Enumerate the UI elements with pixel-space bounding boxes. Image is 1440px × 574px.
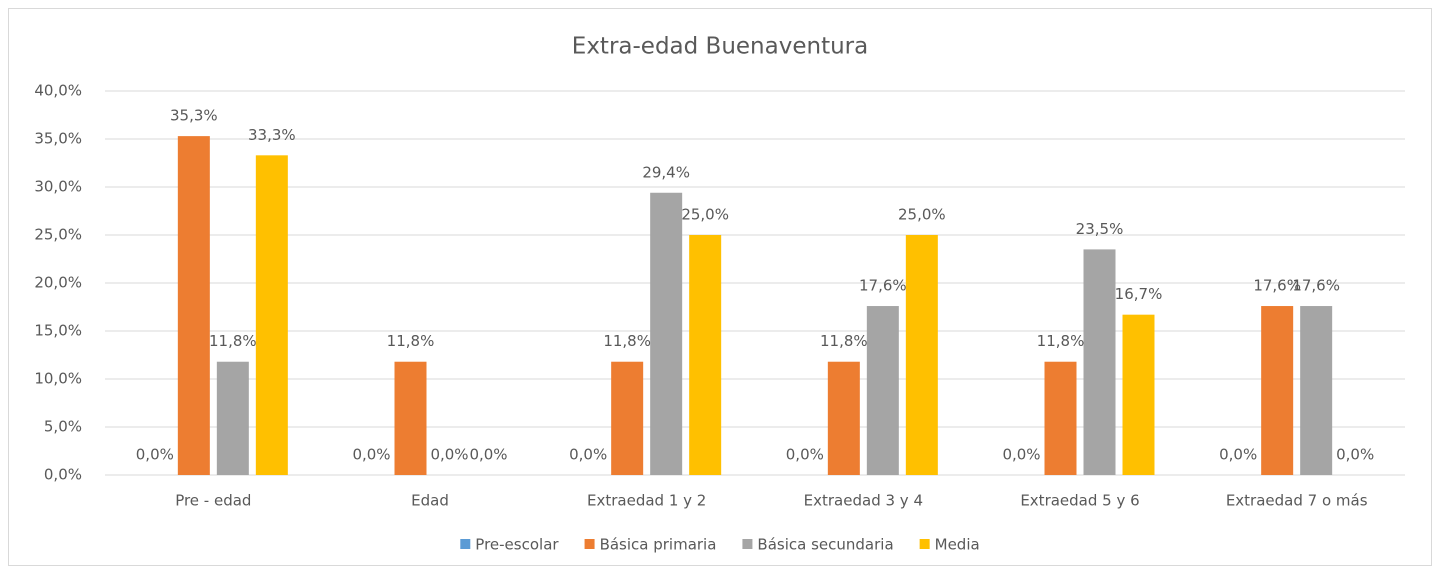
data-label: 25,0% bbox=[898, 206, 946, 224]
bar bbox=[611, 361, 644, 475]
bar bbox=[394, 361, 427, 475]
data-label: 11,8% bbox=[1037, 332, 1085, 350]
x-tick-label: Extraedad 7 o más bbox=[1226, 492, 1368, 510]
legend-swatch bbox=[584, 539, 595, 549]
bar bbox=[1083, 249, 1116, 475]
data-label: 0,0% bbox=[430, 446, 468, 464]
legend-swatch bbox=[742, 539, 753, 549]
y-tick-label: 35,0% bbox=[34, 130, 82, 148]
data-label: 0,0% bbox=[136, 446, 174, 464]
bar bbox=[650, 192, 683, 475]
y-tick-label: 5,0% bbox=[44, 418, 82, 436]
bar bbox=[177, 136, 210, 475]
data-label: 17,6% bbox=[1253, 277, 1301, 295]
legend-label: Pre-escolar bbox=[475, 536, 559, 554]
bar bbox=[866, 306, 899, 475]
data-label: 33,3% bbox=[248, 126, 296, 144]
x-tick-label: Pre - edad bbox=[175, 492, 251, 510]
data-label: 0,0% bbox=[1002, 446, 1040, 464]
data-label: 16,7% bbox=[1115, 285, 1163, 303]
bar bbox=[905, 235, 938, 475]
bar bbox=[827, 361, 860, 475]
bar bbox=[1261, 306, 1294, 475]
legend-label: Básica primaria bbox=[600, 536, 717, 554]
data-label: 0,0% bbox=[786, 446, 824, 464]
data-label: 11,8% bbox=[209, 332, 257, 350]
x-tick-label: Extraedad 3 y 4 bbox=[804, 492, 923, 510]
x-tick-label: Edad bbox=[411, 492, 449, 510]
chart-title: Extra-edad Buenaventura bbox=[572, 34, 868, 60]
bar bbox=[255, 155, 288, 475]
legend-swatch bbox=[919, 539, 930, 549]
y-tick-label: 10,0% bbox=[34, 370, 82, 388]
bar bbox=[1300, 306, 1333, 475]
legend-label: Básica secundaria bbox=[757, 536, 893, 554]
y-tick-label: 40,0% bbox=[34, 82, 82, 100]
data-label: 11,8% bbox=[820, 332, 868, 350]
data-label: 0,0% bbox=[469, 446, 507, 464]
y-tick-label: 0,0% bbox=[44, 466, 82, 484]
legend-swatch bbox=[460, 539, 471, 549]
data-label: 0,0% bbox=[1219, 446, 1257, 464]
data-label: 11,8% bbox=[387, 332, 435, 350]
bar bbox=[1122, 314, 1155, 475]
y-tick-label: 30,0% bbox=[34, 178, 82, 196]
x-tick-label: Extraedad 1 y 2 bbox=[587, 492, 706, 510]
data-label: 0,0% bbox=[569, 446, 607, 464]
bar bbox=[216, 361, 249, 475]
data-label: 0,0% bbox=[1336, 446, 1374, 464]
data-label: 17,6% bbox=[1292, 277, 1340, 295]
y-tick-label: 20,0% bbox=[34, 274, 82, 292]
data-label: 17,6% bbox=[859, 277, 907, 295]
bar bbox=[1044, 361, 1077, 475]
data-label: 35,3% bbox=[170, 107, 218, 125]
bar bbox=[689, 235, 722, 475]
data-label: 23,5% bbox=[1076, 220, 1124, 238]
data-label: 0,0% bbox=[352, 446, 390, 464]
data-label: 11,8% bbox=[603, 332, 651, 350]
data-label: 25,0% bbox=[681, 206, 729, 224]
y-tick-label: 15,0% bbox=[34, 322, 82, 340]
data-label: 29,4% bbox=[642, 163, 690, 181]
y-tick-label: 25,0% bbox=[34, 226, 82, 244]
legend-label: Media bbox=[935, 536, 980, 554]
x-tick-label: Extraedad 5 y 6 bbox=[1020, 492, 1139, 510]
